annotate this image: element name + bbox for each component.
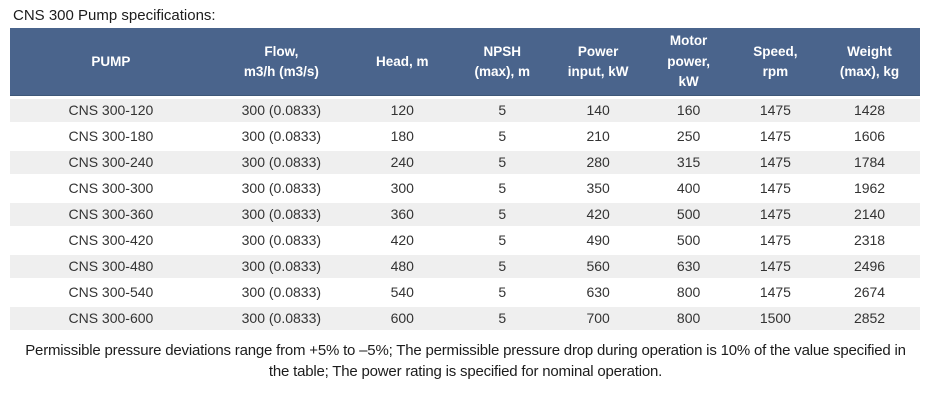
table-cell: 630 <box>550 279 646 307</box>
table-cell: 1475 <box>731 149 820 177</box>
table-cell: 1784 <box>819 149 920 177</box>
table-cell: 480 <box>350 253 454 281</box>
table-cell: 1500 <box>731 305 820 333</box>
pump-model-cell: CNS 300-420 <box>10 227 212 255</box>
table-cell: 700 <box>550 305 646 333</box>
table-cell: 5 <box>453 97 551 125</box>
table-row: CNS 300-360 300 (0.0833) 360 5 420 500 1… <box>10 201 920 229</box>
table-cell: 2140 <box>819 201 920 229</box>
table-cell: 360 <box>350 201 454 229</box>
table-cell: 250 <box>645 123 732 151</box>
table-cell: 300 (0.0833) <box>211 201 351 229</box>
table-cell: 800 <box>645 305 732 333</box>
table-cell: 560 <box>550 253 646 281</box>
table-cell: 280 <box>550 149 646 177</box>
table-cell: 5 <box>453 305 551 333</box>
table-cell: 120 <box>350 97 454 125</box>
table-cell: 300 (0.0833) <box>211 305 351 333</box>
table-cell: 300 (0.0833) <box>211 123 351 151</box>
table-row: CNS 300-600 300 (0.0833) 600 5 700 800 1… <box>10 305 920 333</box>
table-cell: 315 <box>645 149 732 177</box>
col-header-flow: Flow, m3/h (m3/s) <box>211 28 351 99</box>
table-cell: 1475 <box>731 253 820 281</box>
table-row: CNS 300-480 300 (0.0833) 480 5 560 630 1… <box>10 253 920 281</box>
table-cell: 490 <box>550 227 646 255</box>
table-cell: 160 <box>645 97 732 125</box>
pump-model-cell: CNS 300-360 <box>10 201 212 229</box>
table-row: CNS 300-300 300 (0.0833) 300 5 350 400 1… <box>10 175 920 203</box>
pump-model-cell: CNS 300-540 <box>10 279 212 307</box>
table-cell: 300 (0.0833) <box>211 227 351 255</box>
table-cell: 1962 <box>819 175 920 203</box>
table-cell: 300 (0.0833) <box>211 97 351 125</box>
col-header-weight: Weight (max), kg <box>819 28 920 99</box>
table-cell: 140 <box>550 97 646 125</box>
col-header-npsh: NPSH (max), m <box>453 28 551 99</box>
col-header-speed: Speed, rpm <box>731 28 820 99</box>
table-row: CNS 300-180 300 (0.0833) 180 5 210 250 1… <box>10 123 920 151</box>
table-cell: 5 <box>453 149 551 177</box>
table-cell: 540 <box>350 279 454 307</box>
pump-model-cell: CNS 300-120 <box>10 97 212 125</box>
table-cell: 500 <box>645 201 732 229</box>
table-cell: 1475 <box>731 201 820 229</box>
col-header-motor-power: Motor power, kW <box>645 28 732 99</box>
table-cell: 300 <box>350 175 454 203</box>
table-cell: 2852 <box>819 305 920 333</box>
table-cell: 420 <box>550 201 646 229</box>
table-cell: 5 <box>453 123 551 151</box>
table-cell: 1606 <box>819 123 920 151</box>
table-cell: 2674 <box>819 279 920 307</box>
table-cell: 630 <box>645 253 732 281</box>
table-cell: 180 <box>350 123 454 151</box>
table-cell: 1475 <box>731 227 820 255</box>
table-cell: 300 (0.0833) <box>211 253 351 281</box>
table-cell: 420 <box>350 227 454 255</box>
table-cell: 1475 <box>731 123 820 151</box>
pump-model-cell: CNS 300-240 <box>10 149 212 177</box>
pump-model-cell: CNS 300-300 <box>10 175 212 203</box>
table-row: CNS 300-240 300 (0.0833) 240 5 280 315 1… <box>10 149 920 177</box>
table-cell: 1475 <box>731 175 820 203</box>
table-cell: 5 <box>453 227 551 255</box>
footnote: Permissible pressure deviations range fr… <box>25 341 906 380</box>
col-header-power-input: Power input, kW <box>550 28 646 99</box>
table-cell: 5 <box>453 279 551 307</box>
table-cell: 210 <box>550 123 646 151</box>
table-cell: 1475 <box>731 97 820 125</box>
table-cell: 300 (0.0833) <box>211 149 351 177</box>
pump-model-cell: CNS 300-600 <box>10 305 212 333</box>
table-cell: 600 <box>350 305 454 333</box>
table-cell: 2318 <box>819 227 920 255</box>
table-cell: 800 <box>645 279 732 307</box>
table-cell: 5 <box>453 253 551 281</box>
table-cell: 350 <box>550 175 646 203</box>
table-cell: 1428 <box>819 97 920 125</box>
table-row: CNS 300-420 300 (0.0833) 420 5 490 500 1… <box>10 227 920 255</box>
col-header-pump: PUMP <box>10 28 212 99</box>
table-cell: 500 <box>645 227 732 255</box>
table-row: CNS 300-120 300 (0.0833) 120 5 140 160 1… <box>10 97 920 125</box>
table-cell: 400 <box>645 175 732 203</box>
table-cell: 1475 <box>731 279 820 307</box>
pump-spec-table: PUMP Flow, m3/h (m3/s) Head, m NPSH (max… <box>10 28 920 333</box>
table-cell: 240 <box>350 149 454 177</box>
table-cell: 300 (0.0833) <box>211 279 351 307</box>
pump-model-cell: CNS 300-480 <box>10 253 212 281</box>
pump-model-cell: CNS 300-180 <box>10 123 212 151</box>
table-header-row: PUMP Flow, m3/h (m3/s) Head, m NPSH (max… <box>10 28 920 99</box>
page: CNS 300 Pump specifications: PUMP Flow, … <box>0 7 931 412</box>
table-cell: 5 <box>453 175 551 203</box>
table-row: CNS 300-540 300 (0.0833) 540 5 630 800 1… <box>10 279 920 307</box>
col-header-head: Head, m <box>350 28 454 99</box>
table-cell: 300 (0.0833) <box>211 175 351 203</box>
table-cell: 2496 <box>819 253 920 281</box>
table-cell: 5 <box>453 201 551 229</box>
page-title: CNS 300 Pump specifications: <box>13 7 216 24</box>
